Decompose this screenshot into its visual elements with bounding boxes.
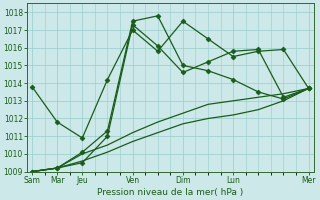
X-axis label: Pression niveau de la mer( hPa ): Pression niveau de la mer( hPa ) bbox=[97, 188, 244, 197]
